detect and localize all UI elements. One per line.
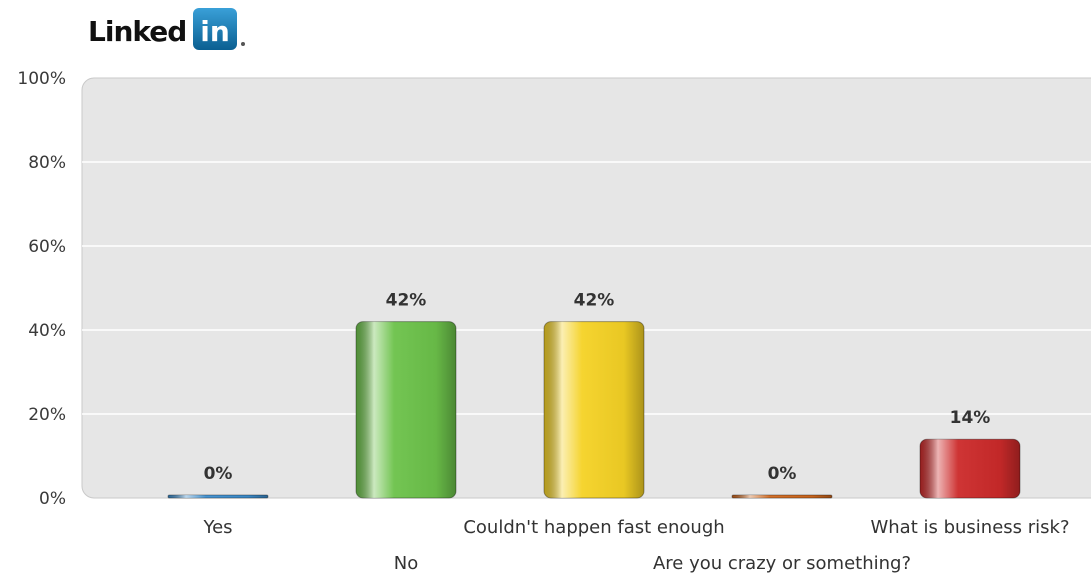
x-tick-label: Are you crazy or something? xyxy=(653,553,911,573)
x-tick-label: Yes xyxy=(202,517,232,538)
bar-highlight xyxy=(356,321,456,498)
y-tick-label: 80% xyxy=(28,153,66,173)
y-tick-label: 20% xyxy=(28,405,66,425)
bar-highlight xyxy=(732,495,832,498)
x-tick-label: What is business risk? xyxy=(870,517,1069,538)
data-label: 0% xyxy=(204,464,233,484)
data-label: 0% xyxy=(768,464,797,484)
bar-highlight xyxy=(920,439,1020,498)
y-tick-label: 0% xyxy=(39,489,66,509)
data-label: 42% xyxy=(386,291,427,311)
y-tick-label: 60% xyxy=(28,237,66,257)
logo-badge xyxy=(193,8,237,50)
linkedin-logo: Linked in xyxy=(88,8,245,50)
logo-badge-text: in xyxy=(200,15,230,48)
x-tick-label: No xyxy=(394,553,418,573)
y-tick-label: 100% xyxy=(17,69,66,89)
bar-highlight xyxy=(544,321,644,498)
data-label: 42% xyxy=(574,291,615,311)
logo-brand-text: Linked xyxy=(88,15,186,48)
y-tick-label: 40% xyxy=(28,321,66,341)
bar-highlight xyxy=(168,495,268,498)
logo-registered-mark xyxy=(241,42,245,46)
x-tick-label: Couldn't happen fast enough xyxy=(463,517,724,538)
data-label: 14% xyxy=(950,408,991,428)
